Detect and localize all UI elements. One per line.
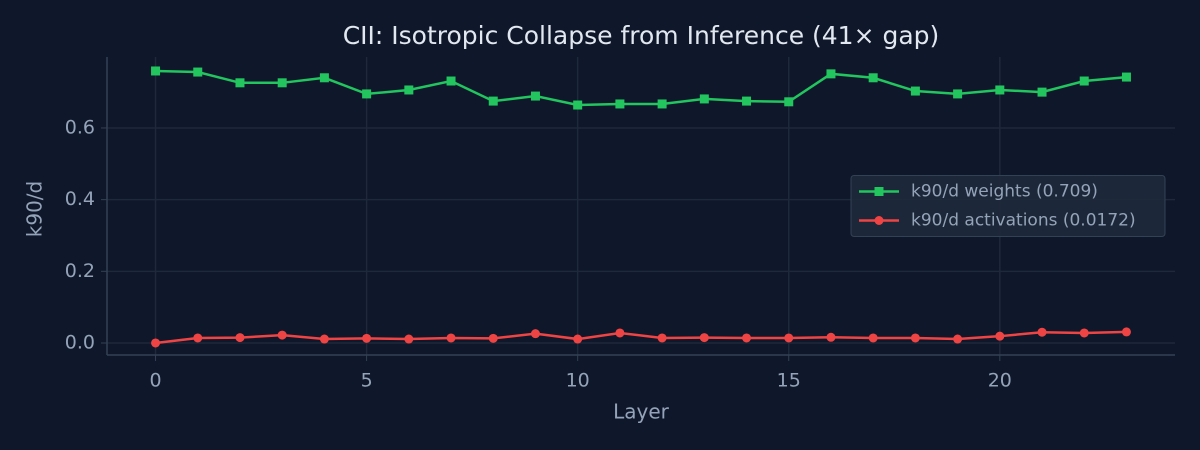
data-point (404, 334, 414, 344)
data-point (151, 66, 161, 76)
x-axis-label: Layer (613, 400, 670, 424)
data-point (657, 99, 667, 109)
data-point (530, 91, 540, 101)
data-point (1121, 72, 1131, 82)
data-point (910, 86, 920, 96)
data-point (446, 76, 456, 86)
data-point (573, 100, 583, 110)
legend-marker (874, 216, 884, 225)
data-point (953, 89, 963, 99)
data-point (488, 333, 498, 343)
y-axis-label: k90/d (23, 181, 47, 237)
data-point (868, 333, 878, 343)
data-point (319, 334, 329, 344)
series-line (155, 330, 1127, 345)
y-tick-label: 0.2 (65, 260, 95, 282)
y-tick-label: 0.0 (65, 331, 95, 353)
legend-label: k90/d weights (0.709) (911, 182, 1098, 202)
legend-label: k90/d activations (0.0172) (911, 211, 1136, 231)
data-point (193, 333, 203, 343)
data-point (1037, 327, 1047, 337)
data-point (910, 333, 920, 343)
data-point (615, 99, 625, 109)
x-tick-label: 5 (361, 370, 373, 392)
data-point (742, 333, 752, 343)
data-point (699, 333, 709, 343)
legend: k90/d weights (0.709) k90/d activations (… (850, 175, 1166, 237)
series-line (155, 69, 1127, 107)
data-point (615, 328, 625, 338)
data-point (362, 89, 372, 99)
data-point (1079, 76, 1089, 86)
data-point (995, 331, 1005, 341)
chart-title: CII: Isotropic Collapse from Inference (… (343, 21, 940, 50)
data-point (1037, 87, 1047, 97)
data-point (362, 333, 372, 343)
data-point (826, 69, 836, 79)
data-point (530, 329, 540, 339)
y-tick-label: 0.6 (65, 116, 95, 138)
data-point (319, 73, 329, 83)
data-point (742, 96, 752, 106)
data-point (277, 330, 287, 340)
data-point (868, 73, 878, 83)
data-point (1121, 327, 1131, 337)
data-point (235, 78, 245, 88)
legend-marker (874, 187, 884, 196)
data-point (404, 85, 414, 95)
y-tick-label: 0.4 (65, 188, 95, 210)
data-point (995, 85, 1005, 95)
data-point (826, 332, 836, 342)
data-point (699, 94, 709, 104)
data-point (784, 97, 794, 107)
x-tick-label: 15 (777, 370, 801, 392)
data-point (235, 333, 245, 343)
data-point (488, 96, 498, 106)
x-tick-label: 10 (566, 370, 590, 392)
x-tick-label: 20 (988, 370, 1012, 392)
data-point (784, 333, 794, 343)
data-point (1079, 328, 1089, 338)
legend-box (850, 175, 1166, 237)
data-point (151, 338, 161, 348)
data-point (193, 67, 203, 77)
data-point (446, 333, 456, 343)
data-point (953, 334, 963, 344)
data-point (573, 334, 583, 344)
data-point (657, 333, 667, 343)
data-point (277, 78, 287, 88)
x-tick-label: 0 (149, 370, 161, 392)
